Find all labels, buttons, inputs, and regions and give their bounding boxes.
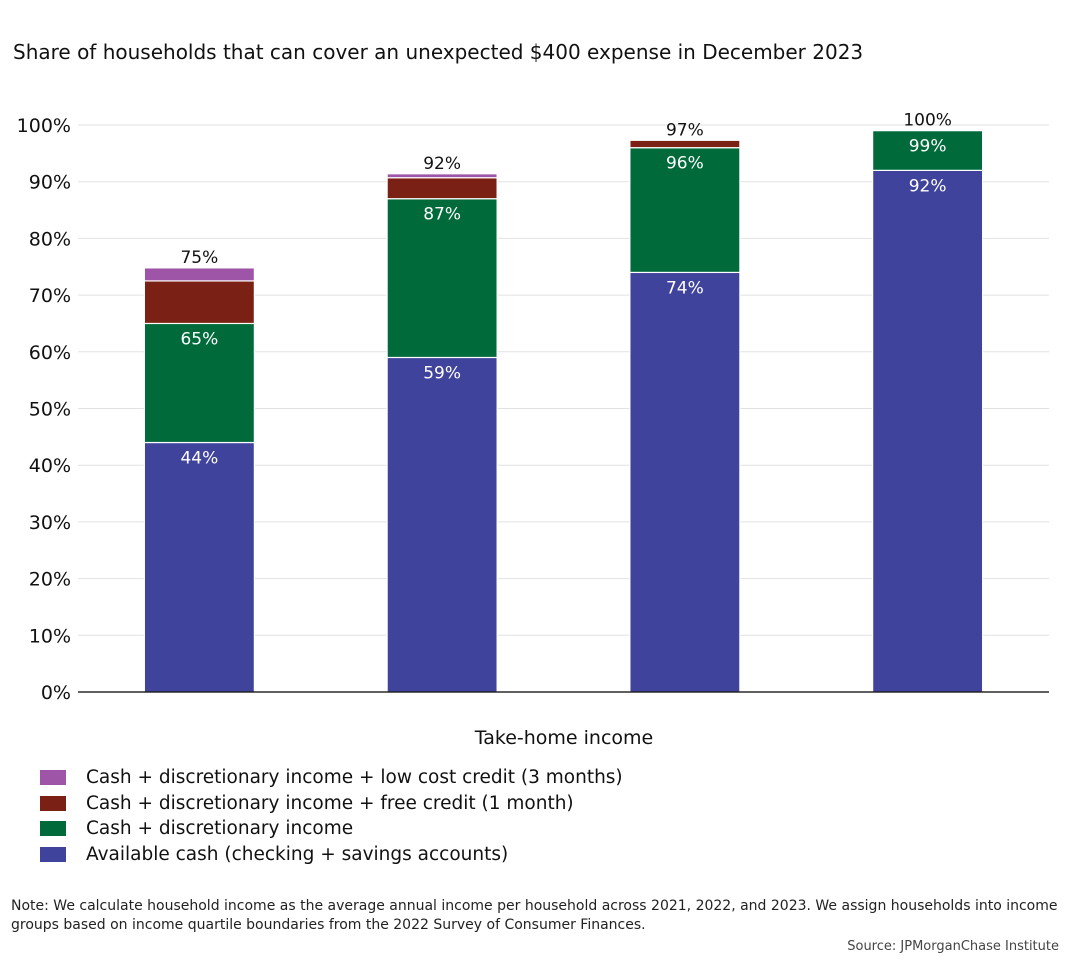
chart-title: Share of households that can cover an un… — [13, 40, 864, 64]
total-data-label: 100% — [903, 111, 952, 131]
bar-segment — [143, 441, 255, 693]
y-tick-label: 40% — [29, 455, 71, 477]
bar-segment — [386, 177, 498, 200]
bar-segment — [629, 271, 741, 693]
legend-item: Cash + discretionary income — [40, 816, 623, 842]
segment-data-label: 74% — [666, 278, 704, 298]
data-labels: 44% 65% 75% 59% 87% 92% 74% 96% 97% 92% 99% 100% — [180, 111, 951, 469]
y-tick-label: 70% — [29, 285, 71, 307]
y-tick-label: 20% — [29, 569, 71, 591]
bar-segment — [143, 322, 255, 444]
bar-segment — [386, 198, 498, 359]
y-tick-label: 30% — [29, 512, 71, 534]
footnote: Note: We calculate household income as t… — [11, 898, 1058, 933]
y-tick-label: 0% — [41, 682, 71, 700]
segment-data-label: 92% — [909, 176, 947, 196]
segment-data-label: 59% — [423, 363, 461, 383]
legend-item: Cash + discretionary income + low cost c… — [40, 765, 623, 791]
legend-label: Cash + discretionary income + free credi… — [86, 792, 574, 814]
legend-label: Available cash (checking + savings accou… — [86, 843, 509, 865]
y-tick-label: 80% — [29, 228, 71, 250]
legend: Cash + discretionary income + low cost c… — [40, 765, 623, 867]
x-tick-label: $26,000 - $49,000 — [356, 699, 527, 700]
total-data-label: 92% — [423, 154, 461, 174]
legend-item: Available cash (checking + savings accou… — [40, 842, 623, 868]
legend-swatch — [40, 821, 66, 837]
x-tick-label: < $26,000 — [150, 699, 248, 700]
bar-segment — [872, 130, 984, 171]
bar-segment — [143, 280, 255, 325]
bar-segment — [143, 267, 255, 282]
segment-data-label: 65% — [180, 329, 218, 349]
bar-segment — [386, 356, 498, 693]
legend-item: Cash + discretionary income + free credi… — [40, 791, 623, 817]
bar-segment — [629, 139, 741, 149]
bar-segment — [629, 147, 741, 274]
segment-data-label: 87% — [423, 205, 461, 225]
x-tick-label: > $93,000 — [879, 699, 977, 700]
y-tick-label: 60% — [29, 342, 71, 364]
legend-swatch — [40, 795, 66, 811]
source-credit: Source: JPMorganChase Institute — [847, 939, 1059, 954]
legend-swatch — [40, 770, 66, 786]
axes: 0% 10% 20% 30% 40% 50% 60% 70% 80% 90% 100% < $26,0… — [17, 115, 1049, 700]
segment-data-label: 99% — [909, 137, 947, 157]
stacked-bar-chart: 44% 65% 75% 59% 87% 92% 74% 96% 97% 92% 99% 100% 0%… — [17, 111, 1049, 700]
bar-segment — [872, 169, 984, 693]
segment-data-label: 96% — [666, 154, 704, 174]
bar-segment — [386, 173, 498, 179]
bars — [143, 130, 984, 693]
segment-data-label: 44% — [180, 449, 218, 469]
legend-label: Cash + discretionary income — [86, 818, 354, 840]
total-data-label: 75% — [180, 248, 218, 268]
y-tick-label: 90% — [29, 172, 71, 194]
y-tick-label: 100% — [17, 115, 71, 137]
total-data-label: 97% — [666, 120, 704, 140]
x-tick-label: $49,000 - $93,000 — [599, 699, 770, 700]
x-axis-title: Take-home income — [474, 727, 654, 749]
y-tick-label: 50% — [29, 399, 71, 421]
legend-swatch — [40, 846, 66, 862]
y-tick-label: 10% — [29, 625, 71, 647]
legend-label: Cash + discretionary income + low cost c… — [86, 767, 623, 789]
